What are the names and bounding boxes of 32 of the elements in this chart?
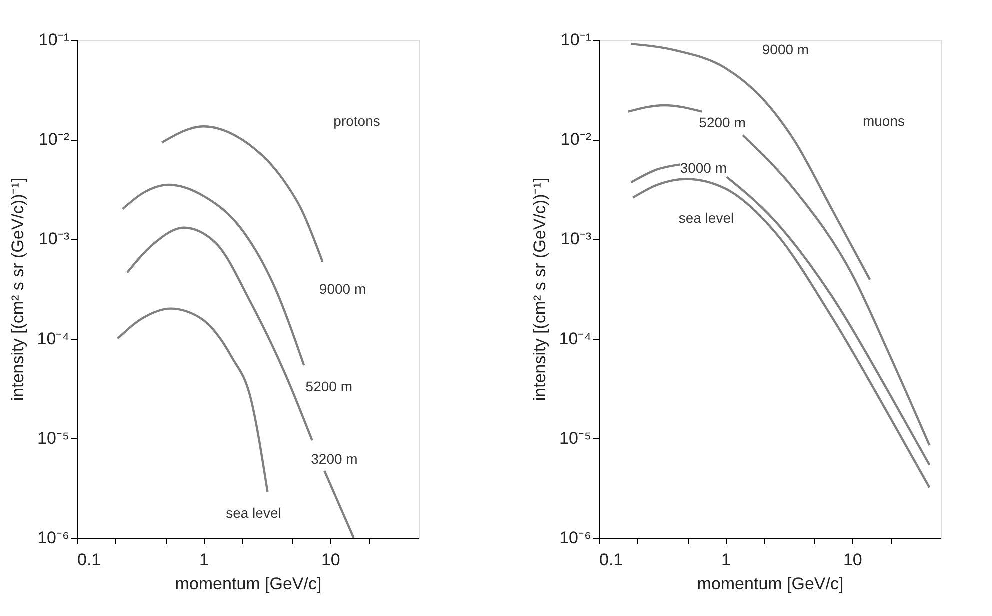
y-axis-title: intensity [(cm² s sr (GeV/c))⁻¹] [8,178,28,402]
annotation: protons [334,113,380,129]
annotation: muons [862,113,906,129]
x-tick-label: 0.1 [600,550,624,570]
x-tick-label: 10 [843,550,862,570]
y-tick-label: 10⁻¹ [38,30,70,50]
series-label: sea level [678,210,734,226]
y-tick-label: 10⁻³ [560,230,592,249]
series-label: 5200 m [699,114,746,131]
x-axis-title: momentum [GeV/c] [697,574,844,594]
y-tick-label: 10⁻⁴ [559,329,592,348]
x-tick-label: 0.1 [78,550,102,570]
y-tick-label: 10⁻⁶ [560,528,592,548]
x-tick-label: 1 [721,550,731,570]
series-label: 5200 m [306,378,352,394]
y-axis-title: intensity [(cm² s sr (GeV/c))⁻¹] [530,178,550,402]
y-tick-label: 10⁻⁴ [37,329,70,348]
x-tick-label: 1 [199,550,209,570]
y-tick-label: 10⁻⁶ [38,528,70,548]
text: 9000 m [762,41,810,58]
x-axis-title: momentum [GeV/c] [175,574,322,594]
y-tick-label: 10⁻² [38,130,70,150]
series-label: sea level [226,504,282,521]
y-tick-label: 10⁻⁵ [38,428,70,448]
series-label: 9000 m [319,281,366,298]
series-label: 3200 m [311,450,358,467]
y-tick-label: 10⁻² [560,130,592,150]
y-tick-label: 10⁻³ [38,230,70,249]
y-tick-label: 10⁻¹ [560,30,592,50]
x-tick-label: 10 [321,550,340,570]
y-tick-label: 10⁻⁵ [560,428,592,448]
series-label: 3000 m [680,160,728,176]
